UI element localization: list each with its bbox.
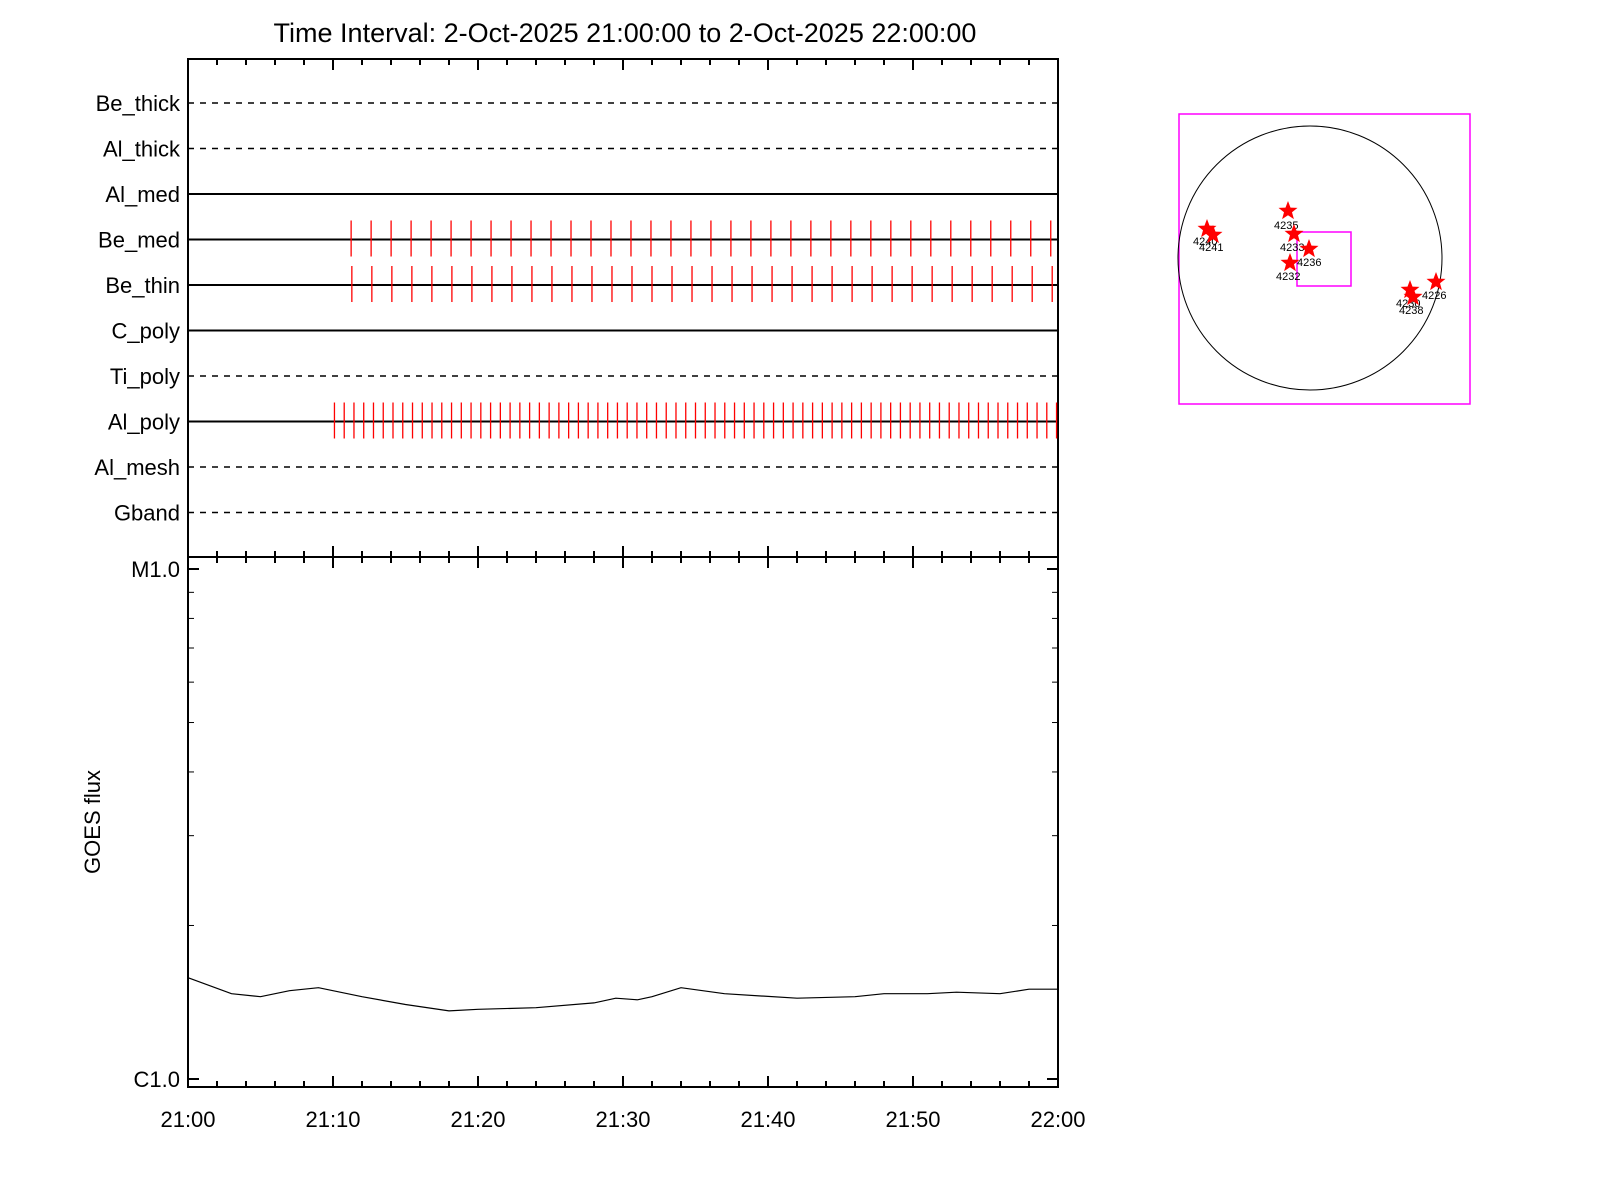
active-region-star-icon — [1278, 201, 1298, 220]
row-label-ti_poly: Ti_poly — [110, 364, 180, 389]
row-label-c_poly: C_poly — [112, 319, 180, 344]
active-region-label: 4233 — [1280, 242, 1304, 254]
row-label-be_thin: Be_thin — [105, 273, 180, 298]
x-tick-label: 21:30 — [595, 1107, 650, 1132]
solar-limb — [1177, 125, 1443, 391]
x-tick-labels: 21:00 21:10 21:20 21:30 21:40 21:50 22:00 — [160, 1107, 1085, 1132]
active-region-label: 4226 — [1422, 290, 1446, 302]
x-tick-label: 21:40 — [740, 1107, 795, 1132]
active-region-star-icon — [1299, 239, 1319, 258]
xrt-fov-box — [1296, 231, 1352, 287]
map-frame — [1178, 113, 1471, 405]
goes-frame — [187, 556, 1059, 1088]
x-tick-label: 22:00 — [1030, 1107, 1085, 1132]
row-label-al_poly: Al_poly — [108, 410, 180, 435]
y-tick-label-c1: C1.0 — [134, 1067, 180, 1092]
active-region-star-icon — [1280, 253, 1300, 272]
active-region-star-icon — [1284, 224, 1304, 243]
row-label-al_thick: Al_thick — [103, 137, 181, 162]
timeline-frame — [187, 58, 1059, 558]
goes-flux-line — [187, 977, 1058, 1012]
chart-title: Time Interval: 2-Oct-2025 21:00:00 to 2-… — [274, 18, 977, 48]
x-tick-label: 21:10 — [305, 1107, 360, 1132]
row-label-gband: Gband — [114, 501, 180, 526]
active-region-label: 4241 — [1199, 242, 1223, 254]
active-region-star-icon — [1426, 272, 1446, 291]
active-region-star-icon — [1197, 219, 1217, 238]
active-region-star-icon — [1203, 225, 1223, 244]
filter-timeline-panel: Be_thick Al_thick Al_med Be_med Be_thin C_pol… — [94, 58, 1059, 558]
active-region-label: 4236 — [1297, 257, 1321, 269]
active-region-star-icon — [1403, 287, 1423, 306]
goes-flux-panel — [187, 556, 1059, 1088]
active-region-star-icon — [1400, 280, 1420, 299]
row-label-be_med: Be_med — [98, 228, 180, 253]
row-label-al_med: Al_med — [105, 182, 180, 207]
x-tick-label: 21:50 — [885, 1107, 940, 1132]
active-region-label: 4238 — [1399, 305, 1423, 317]
solar-disk-map: 424042414235423342364232423042384226 — [1177, 113, 1471, 405]
row-label-al_mesh: Al_mesh — [94, 455, 180, 480]
x-tick-label: 21:00 — [160, 1107, 215, 1132]
active-region-label: 4232 — [1276, 271, 1300, 283]
y-axis-label: GOES flux — [80, 770, 105, 874]
row-label-be_thick: Be_thick — [96, 91, 181, 116]
x-tick-label: 21:20 — [450, 1107, 505, 1132]
y-tick-label-m1: M1.0 — [131, 557, 180, 582]
